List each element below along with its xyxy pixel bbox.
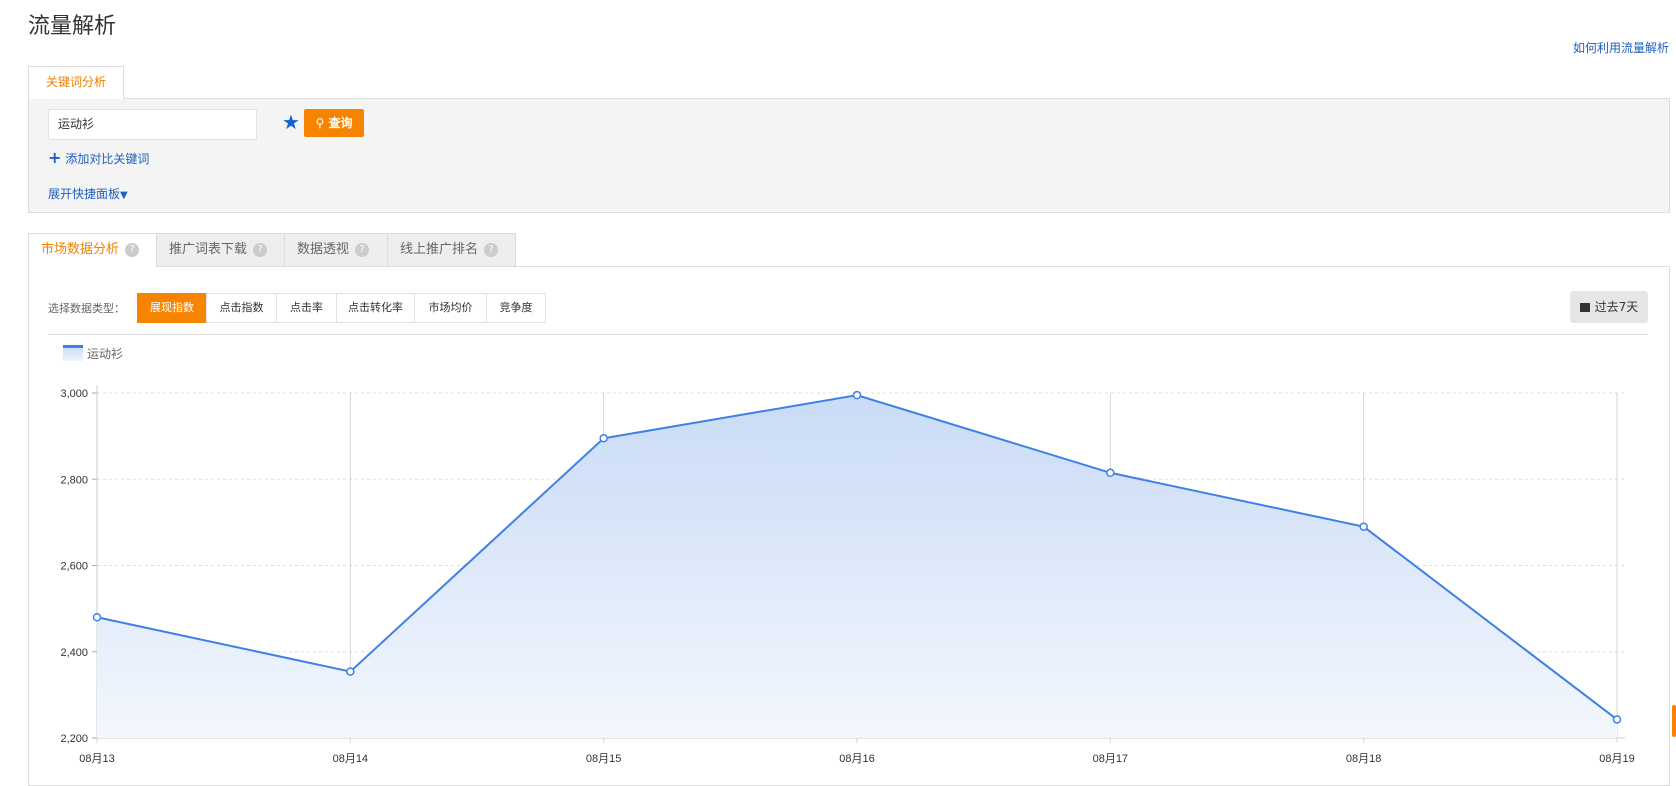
add-compare-keyword-link[interactable]: + 添加对比关键词 [48,148,149,167]
keyword-panel [28,98,1670,213]
search-icon: ⚲ [315,116,329,130]
tab-keyword-download[interactable]: 推广词表下载? [156,233,285,267]
legend-label: 运动衫 [87,347,124,361]
page-title: 流量解析 [28,14,117,39]
x-tick-label: 08月19 [1599,753,1634,765]
y-tick-label: 2,600 [60,561,88,573]
star-icon[interactable]: ★ [282,110,300,134]
x-tick-label: 08月18 [1346,753,1381,765]
query-label: 查询 [328,116,353,130]
data-type-competition[interactable]: 竞争度 [486,293,546,323]
date-range-label: 过去7天 [1594,300,1639,314]
data-type-conversion-rate[interactable]: 点击转化率 [336,293,415,323]
data-type-click-index[interactable]: 点击指数 [206,293,277,323]
data-type-label: 选择数据类型： [48,302,125,315]
query-button[interactable]: ⚲ 查询 [304,109,364,137]
data-point [1359,522,1368,531]
expand-label: 展开快捷面板 [48,187,121,201]
plus-icon: + [48,148,62,167]
y-tick-label: 2,400 [60,647,88,659]
y-tick-label: 2,800 [60,474,88,486]
help-link[interactable]: 如何利用流量解析 [1573,41,1670,55]
keyword-input[interactable]: 运动衫 [48,109,257,140]
divider [48,334,1648,335]
help-icon[interactable]: ? [484,242,499,257]
data-type-impression-index[interactable]: 展现指数 [137,293,207,323]
date-range-button[interactable]: 过去7天 [1570,291,1648,323]
data-point [92,613,102,622]
legend-swatch [63,345,83,361]
add-compare-label: 添加对比关键词 [65,152,150,166]
y-tick-label: 3,000 [60,388,88,400]
help-icon[interactable]: ? [125,242,140,257]
data-point [599,434,608,443]
data-point [852,390,862,400]
x-tick-label: 08月17 [1093,753,1128,765]
caret-down-icon: ▼ [120,190,128,201]
data-type-avg-price[interactable]: 市场均价 [414,293,487,323]
tab-label: 市场数据分析 [41,242,120,257]
tab-label: 线上推广排名 [400,242,479,257]
tab-label: 数据透视 [297,242,350,257]
y-tick-label: 2,200 [60,733,88,745]
series-area [97,395,1617,738]
data-point [346,667,355,676]
calendar-icon [1579,303,1590,312]
data-point [1612,715,1622,724]
x-tick-label: 08月13 [79,753,114,765]
tab-label: 推广词表下载 [169,242,248,257]
x-tick-label: 08月16 [839,753,874,765]
tab-market-data[interactable]: 市场数据分析? [28,233,157,267]
expand-panel-link[interactable]: 展开快捷面板▼ [48,185,128,202]
tab-keyword-analysis[interactable]: 关键词分析 [28,66,124,99]
help-icon[interactable]: ? [355,242,370,257]
chart-legend[interactable]: 运动衫 [63,345,123,362]
scrollbar-handle[interactable] [1672,705,1676,737]
help-icon[interactable]: ? [253,242,268,257]
x-tick-label: 08月14 [333,753,368,765]
x-tick-label: 08月15 [586,753,621,765]
data-point [1106,468,1115,478]
